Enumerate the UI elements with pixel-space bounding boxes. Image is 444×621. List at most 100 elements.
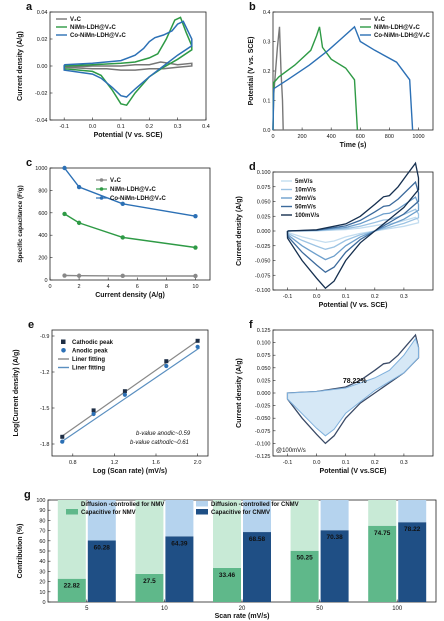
anodic-point — [60, 439, 65, 444]
bar-diffusion-cnmv — [243, 500, 271, 533]
y-axis-label: Contribution (%) — [17, 524, 24, 579]
y-tick-label: -0.02 — [35, 91, 48, 97]
bar-diffusion-cnmv — [87, 500, 116, 541]
legend-entry: 10mV/s — [295, 188, 317, 194]
x-tick-label: 0.2 — [371, 294, 379, 300]
bar-value-label: 68.58 — [249, 536, 266, 543]
x-tick-label: 800 — [385, 134, 394, 140]
data-point — [193, 245, 198, 250]
cathodic-point — [60, 434, 65, 439]
x-tick-label: 1.2 — [111, 460, 119, 466]
x-tick-label: 5 — [85, 606, 89, 612]
x-tick-label: 0.4 — [202, 124, 210, 130]
bar-capacitive-cnmv — [320, 530, 349, 602]
bar-capacitive-cnmv — [243, 532, 271, 602]
y-tick-label: 600 — [38, 211, 47, 217]
x-tick-label: 4 — [107, 284, 110, 290]
y-axis-label: Current density (A/g) — [236, 196, 243, 266]
legend-entry: V₂C — [374, 17, 386, 23]
y-tick-label: 50 — [39, 549, 45, 555]
cv-scan-2 — [286, 196, 420, 261]
bar-capacitive-cnmv — [165, 536, 194, 602]
legend-entry: Capacitive for NMV — [81, 510, 136, 516]
legend-marker — [99, 178, 104, 182]
y-tick-label: 40 — [39, 559, 45, 565]
bar-value-label: 50.25 — [296, 555, 313, 562]
x-tick-label: 1.6 — [152, 460, 160, 466]
panel-letter: d — [249, 161, 256, 173]
y-tick-label: 0.2 — [263, 69, 271, 75]
capacitive-percentage: 78.22% — [343, 378, 368, 385]
y-axis-label: Potential (V vs. SCE) — [248, 37, 255, 106]
x-tick-label: 0.0 — [89, 124, 97, 130]
legend-entry: Anodic peak — [72, 349, 108, 355]
b-value-cathodic: b-value cathodic~0.61 — [130, 440, 189, 446]
y-tick-label: -1.8 — [40, 442, 49, 448]
legend-entry: Cathodic peak — [72, 340, 114, 346]
x-axis-label: Time (s) — [340, 142, 367, 149]
bar-value-label: 78.22 — [404, 526, 421, 533]
legend-swatch — [196, 509, 208, 515]
legend-entry: Capacitive for CNMV — [211, 510, 270, 516]
y-tick-label: 0.025 — [257, 378, 271, 384]
cv-curve-0 — [64, 61, 193, 71]
x-axis-label: Scan rate (mV/s) — [215, 613, 270, 620]
data-point — [193, 273, 198, 279]
y-tick-label: 20 — [39, 580, 45, 586]
legend-entry: 5mV/s — [295, 179, 313, 185]
x-tick-label: 600 — [356, 134, 365, 140]
legend-entry: Liner fitting — [72, 357, 105, 363]
x-tick-label: 0.8 — [69, 460, 77, 466]
x-tick-label: 0.3 — [400, 460, 408, 466]
x-tick-label: 0.3 — [174, 124, 182, 130]
legend-swatch — [66, 509, 78, 515]
y-tick-label: 0.075 — [257, 185, 271, 191]
y-tick-label: -0.025 — [255, 404, 271, 410]
fit-line-3 — [59, 347, 201, 444]
gcd-curve-2 — [272, 25, 414, 131]
x-axis-label: Potential (V vs. SCE) — [94, 132, 163, 139]
x-axis-label: Potential (V vs.SCE) — [320, 468, 387, 475]
legend-entry: 20mV/s — [295, 196, 317, 202]
capacitance-line-2 — [63, 167, 196, 217]
x-tick-label: 6 — [136, 284, 139, 290]
y-tick-label: 0.1 — [263, 99, 271, 105]
anodic-point — [195, 344, 200, 349]
bar-diffusion-nmv — [368, 500, 397, 526]
bar-capacitive-nmv — [368, 525, 397, 602]
y-tick-label: 0.100 — [257, 170, 271, 176]
capacitance-line-1 — [64, 213, 196, 249]
y-tick-label: 0.0 — [263, 128, 271, 134]
bar-diffusion-cnmv — [320, 500, 349, 531]
bar-diffusion-cnmv — [165, 500, 194, 537]
y-tick-label: 0.050 — [257, 366, 271, 372]
legend-entry: 100mV/s — [295, 213, 320, 219]
y-tick-label: -0.125 — [255, 454, 271, 460]
x-tick-label: 0 — [48, 284, 51, 290]
y-tick-label: 0.000 — [257, 391, 271, 397]
x-tick-label: 50 — [316, 606, 323, 612]
panel-letter: e — [28, 319, 34, 331]
cathodic-point — [122, 389, 127, 394]
bar-value-label: 74.75 — [374, 530, 391, 537]
cv-scan-3 — [286, 180, 420, 273]
data-point — [120, 235, 125, 240]
bar-value-label: 60.28 — [94, 545, 111, 552]
bar-diffusion-nmv — [213, 500, 241, 568]
y-tick-label: 400 — [38, 233, 47, 239]
y-tick-label: -0.050 — [255, 416, 271, 422]
y-tick-label: 90 — [39, 508, 45, 514]
data-point — [62, 273, 67, 278]
x-tick-label: 2.0 — [194, 460, 202, 466]
y-tick-label: 0.050 — [257, 200, 271, 206]
anodic-point — [91, 411, 96, 417]
capacitive-area — [287, 337, 419, 437]
data-point — [120, 273, 125, 279]
x-tick-label: -0.1 — [59, 124, 68, 130]
x-tick-label: 20 — [239, 606, 246, 612]
cv-scan-4 — [286, 161, 420, 290]
legend-marker — [61, 348, 66, 353]
y-tick-label: 10 — [39, 590, 45, 596]
y-tick-label: 0.04 — [37, 10, 48, 16]
